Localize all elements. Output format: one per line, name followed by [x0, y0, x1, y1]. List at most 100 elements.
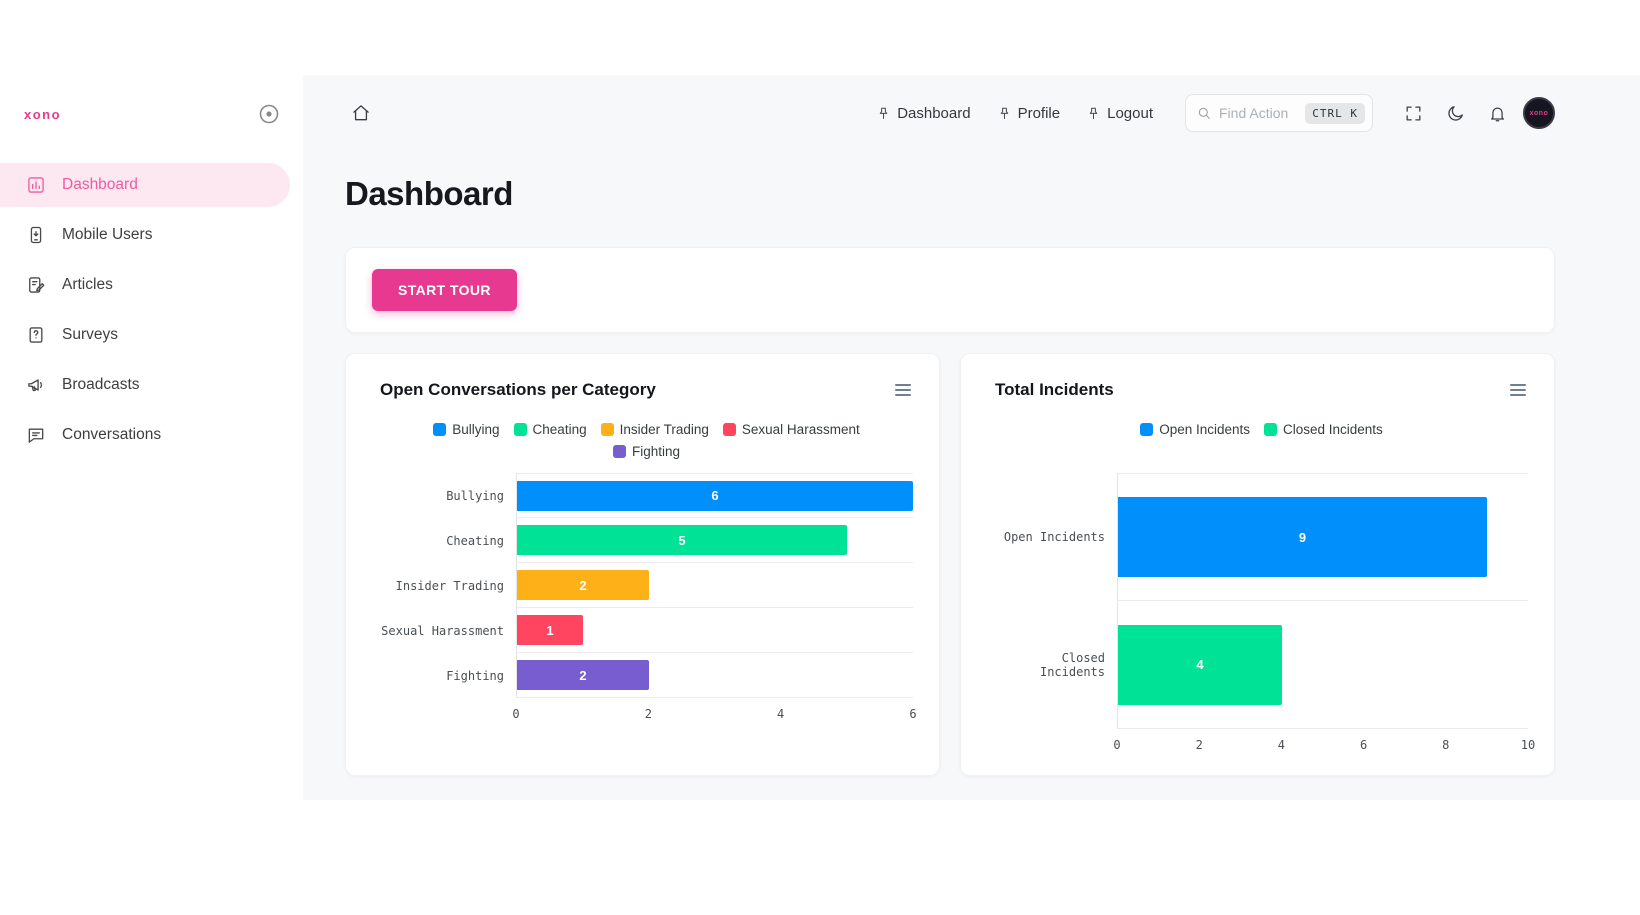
legend-item[interactable]: Closed Incidents [1264, 422, 1383, 437]
sidebar-item-label: Articles [62, 276, 113, 293]
fullscreen-button[interactable] [1397, 97, 1429, 129]
x-tick-label: 8 [1442, 738, 1450, 752]
top-nav-label: Logout [1107, 104, 1153, 122]
page-title: Dashboard [345, 175, 513, 212]
x-tick-label: 6 [1359, 738, 1368, 752]
x-tick-label: 2 [644, 707, 652, 721]
legend-label: Bullying [452, 422, 500, 437]
sidebar-item-label: Mobile Users [62, 226, 153, 243]
chart-row: Bullying 6 [380, 473, 913, 518]
chart-row-track: 9 [1117, 473, 1528, 601]
chart-legend: Open Incidents Closed Incidents [1037, 422, 1487, 437]
legend-label: Fighting [631, 444, 681, 459]
sidebar-item-mobile-users[interactable]: Mobile Users [0, 213, 290, 257]
legend-swatch [1140, 423, 1154, 436]
chart-row: Fighting 2 [380, 653, 913, 698]
x-tick-label: 4 [777, 707, 785, 721]
sidebar-item-broadcasts[interactable]: Broadcasts [0, 363, 290, 407]
sidebar-item-label: Surveys [62, 326, 118, 343]
bar-value-label: 5 [678, 532, 686, 548]
chart-bar: 2 [517, 660, 649, 690]
chart-plot: Open Incidents 9 Closed Incidents 4 0 2 4 6 8 10 [995, 473, 1535, 755]
bar-value-label: 2 [579, 577, 587, 593]
brand-logo: xono [24, 106, 62, 122]
category-label: Bullying [446, 488, 504, 503]
circle-dot-icon [257, 102, 283, 126]
legend-swatch [600, 423, 614, 436]
pin-icon [876, 106, 891, 121]
sidebar-item-surveys[interactable]: Surveys [0, 313, 290, 357]
chart-row-track: 1 [516, 608, 913, 653]
mobile-users-icon [26, 225, 46, 245]
conversations-icon [26, 425, 46, 445]
legend-label: Open Incidents [1159, 422, 1250, 437]
chart-menu-icon[interactable] [893, 380, 913, 400]
top-nav-label: Profile [1017, 104, 1061, 122]
top-nav-dashboard[interactable]: Dashboard [876, 104, 971, 122]
legend-item[interactable]: Cheating [513, 422, 587, 437]
chart-card-total-incidents: Total Incidents Open Incidents Closed Inc… [960, 353, 1555, 776]
legend-item[interactable]: Open Incidents [1140, 422, 1250, 437]
legend-item[interactable]: Insider Trading [600, 422, 709, 437]
find-action-search[interactable]: CTRL K [1185, 94, 1373, 132]
legend-swatch [722, 423, 736, 436]
charts-row: Open Conversations per Category Bullying… [345, 353, 1555, 776]
legend-item[interactable]: Fighting [612, 444, 681, 459]
chart-bar: 5 [517, 525, 847, 555]
chart-row: Closed Incidents 4 [995, 601, 1528, 729]
bar-value-label: 2 [579, 667, 587, 683]
sidebar-item-label: Conversations [62, 426, 162, 443]
surveys-icon [26, 325, 46, 345]
bell-icon [1488, 104, 1507, 123]
chart-row: Insider Trading 2 [380, 563, 913, 608]
x-tick-label: 6 [909, 707, 917, 721]
chart-bar: 1 [517, 615, 583, 645]
top-nav: Dashboard Profile Logout [876, 105, 1153, 122]
chart-row-track: 6 [516, 473, 913, 518]
chart-row-track: 2 [516, 563, 913, 608]
x-tick-label: 2 [1195, 738, 1203, 752]
sidebar-item-dashboard[interactable]: Dashboard [0, 163, 290, 207]
notifications-button[interactable] [1481, 97, 1513, 129]
legend-swatch [433, 423, 447, 436]
chart-menu-icon[interactable] [1508, 380, 1528, 400]
app-window: xono Dashboard Mobile Users [0, 75, 1640, 800]
legend-label: Sexual Harassment [741, 422, 860, 437]
top-nav-profile[interactable]: Profile [997, 104, 1061, 122]
chart-title: Total Incidents [995, 380, 1114, 399]
home-icon [351, 103, 371, 123]
shortcut-badge: CTRL K [1305, 102, 1365, 124]
start-tour-button[interactable]: START TOUR [372, 269, 517, 311]
home-button[interactable] [345, 97, 377, 129]
top-nav-logout[interactable]: Logout [1086, 105, 1153, 122]
tour-card: START TOUR [345, 247, 1555, 333]
user-avatar[interactable]: xono [1523, 97, 1555, 129]
category-label: Fighting [446, 668, 504, 683]
chart-row-track: 2 [516, 653, 913, 698]
x-axis: 0 2 4 6 [512, 698, 917, 724]
legend-item[interactable]: Sexual Harassment [722, 422, 860, 437]
broadcasts-icon [26, 375, 46, 395]
pin-icon [997, 106, 1012, 121]
x-tick-label: 0 [512, 707, 520, 721]
sidebar-item-articles[interactable]: Articles [0, 263, 290, 307]
category-label: Open Incidents [1003, 530, 1105, 544]
sidebar-header: xono [0, 83, 303, 137]
main-content: Dashboard Profile Logout [303, 75, 1640, 800]
legend-label: Insider Trading [619, 422, 709, 437]
dark-mode-button[interactable] [1439, 97, 1471, 129]
chart-bar: 4 [1118, 624, 1282, 705]
chart-row-track: 5 [516, 518, 913, 563]
sidebar-toggle-button[interactable] [257, 101, 283, 127]
category-label: Insider Trading [395, 578, 504, 593]
legend-swatch [1264, 423, 1277, 436]
bar-value-label: 4 [1196, 657, 1204, 672]
chart-card-open-conversations: Open Conversations per Category Bullying… [345, 353, 940, 776]
legend-swatch [612, 445, 626, 458]
top-nav-label: Dashboard [897, 104, 971, 122]
search-input[interactable] [1219, 105, 1299, 121]
legend-item[interactable]: Bullying [433, 422, 500, 437]
chart-bar: 2 [517, 570, 649, 600]
sidebar-item-conversations[interactable]: Conversations [0, 413, 290, 457]
legend-label: Closed Incidents [1283, 422, 1383, 437]
